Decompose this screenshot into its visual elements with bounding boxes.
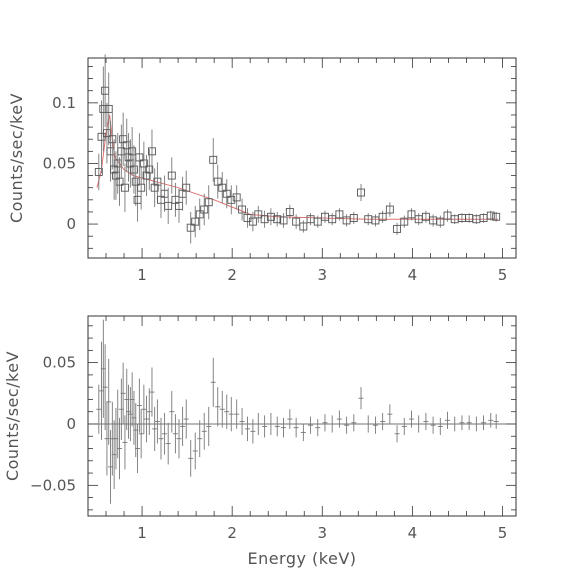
data-point: [299, 222, 308, 231]
data-point: [108, 135, 117, 144]
top-axis-ticks: [88, 58, 516, 258]
y-tick-label: 0.05: [43, 354, 76, 372]
data-point: [227, 195, 236, 204]
data-point: [292, 217, 301, 226]
data-point: [248, 217, 257, 226]
data-point: [232, 193, 241, 202]
x-tick-label: 4: [408, 266, 418, 284]
data-point: [378, 212, 387, 221]
x-tick-label: 1: [137, 266, 147, 284]
data-point: [285, 207, 294, 216]
data-point: [135, 153, 144, 162]
bottom-data-points: [96, 319, 499, 504]
data-point: [167, 171, 176, 180]
data-point: [328, 215, 337, 224]
data-point: [393, 224, 402, 233]
data-point: [148, 147, 156, 156]
top-y-axis-label: Counts/sec/keV: [7, 93, 26, 223]
data-point: [150, 183, 159, 192]
x-tick-label: 3: [318, 524, 328, 542]
model-line: [96, 114, 498, 220]
data-point: [238, 205, 247, 214]
bottom-tick-labels: 1 2 3 4 5 −0.05 0 0.05: [30, 354, 507, 542]
data-point: [218, 183, 227, 192]
x-tick-label: 5: [498, 266, 508, 284]
y-tick-label: 0: [66, 215, 76, 233]
data-point: [407, 210, 416, 219]
x-tick-label: 3: [318, 266, 328, 284]
data-point: [182, 183, 191, 192]
data-point: [209, 155, 218, 164]
data-point: [130, 165, 138, 174]
data-point: [94, 167, 103, 176]
top-data-points: [94, 54, 501, 244]
data-point: [486, 211, 495, 220]
top-model-curve: [96, 114, 498, 220]
data-point: [200, 205, 209, 214]
x-tick-label: 5: [498, 524, 508, 542]
y-tick-label: −0.05: [30, 476, 76, 494]
data-point: [145, 165, 154, 174]
data-point: [349, 214, 358, 222]
data-point: [385, 205, 394, 214]
y-tick-label: 0.1: [52, 94, 76, 112]
y-tick-label: 0.05: [43, 154, 76, 172]
data-point: [142, 171, 151, 180]
top-tick-labels: 1 2 3 4 5 0 0.05 0.1: [43, 94, 508, 284]
data-point: [191, 217, 200, 226]
top-plot-frame: [87, 57, 517, 259]
top-panel: 1 2 3 4 5 0 0.05 0.1 Counts/sec/keV: [7, 54, 517, 284]
data-point: [436, 217, 445, 226]
data-point: [115, 177, 124, 186]
data-point: [139, 159, 148, 168]
data-point: [164, 201, 173, 210]
x-tick-label: 2: [227, 524, 237, 542]
data-point: [195, 210, 204, 219]
data-point: [357, 188, 365, 197]
bottom-axis-ticks: [88, 316, 516, 516]
bottom-plot-frame: [87, 315, 517, 517]
data-point: [313, 217, 322, 226]
data-point: [273, 215, 282, 224]
bottom-y-axis-label: Counts/sec/keV: [3, 351, 22, 481]
data-point: [213, 177, 222, 186]
data-point: [128, 147, 137, 156]
data-point: [266, 212, 275, 221]
data-point: [137, 183, 146, 192]
data-point: [117, 147, 126, 156]
data-point: [260, 215, 269, 224]
y-tick-label: 0: [66, 415, 76, 433]
data-point: [400, 217, 409, 226]
bottom-panel: 1 2 3 4 5 −0.05 0 0.05 Counts/sec/keV Energy (k…: [3, 315, 517, 568]
x-tick-label: 1: [137, 524, 147, 542]
data-point: [492, 212, 501, 221]
data-point: [279, 216, 288, 225]
data-point: [186, 223, 195, 232]
x-axis-label: Energy (keV): [247, 549, 356, 568]
data-point: [254, 210, 263, 219]
data-point: [222, 189, 231, 198]
x-tick-label: 2: [227, 266, 237, 284]
x-tick-label: 4: [408, 524, 418, 542]
data-point: [120, 183, 129, 192]
data-point: [204, 198, 213, 207]
data-point: [335, 210, 344, 219]
